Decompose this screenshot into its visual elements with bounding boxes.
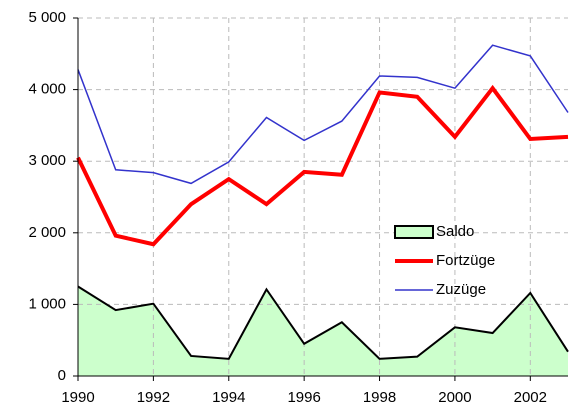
y-tick-label: 1 000 [28, 295, 66, 312]
line [76, 84, 569, 247]
line [77, 44, 569, 185]
x-tick-label: 2000 [438, 389, 471, 406]
area-outline [77, 285, 569, 360]
x-tick-label: 1992 [137, 389, 170, 406]
legend-label: Fortzüge [436, 252, 495, 269]
x-tick-label: 1990 [61, 389, 94, 406]
legend-swatch [394, 225, 434, 239]
y-tick-label: 3 000 [28, 152, 66, 169]
y-tick-label: 4 000 [28, 81, 66, 98]
y-tick-label: 0 [58, 367, 66, 384]
legend-label: Zuzüge [436, 281, 486, 298]
area [78, 286, 568, 376]
y-tick-label: 5 000 [28, 9, 66, 26]
x-tick-label: 1996 [287, 389, 320, 406]
x-tick-label: 1994 [212, 389, 245, 406]
x-tick-label: 1998 [363, 389, 396, 406]
x-tick-label: 2002 [514, 389, 547, 406]
legend-label: Saldo [436, 223, 474, 240]
y-tick-label: 2 000 [28, 224, 66, 241]
